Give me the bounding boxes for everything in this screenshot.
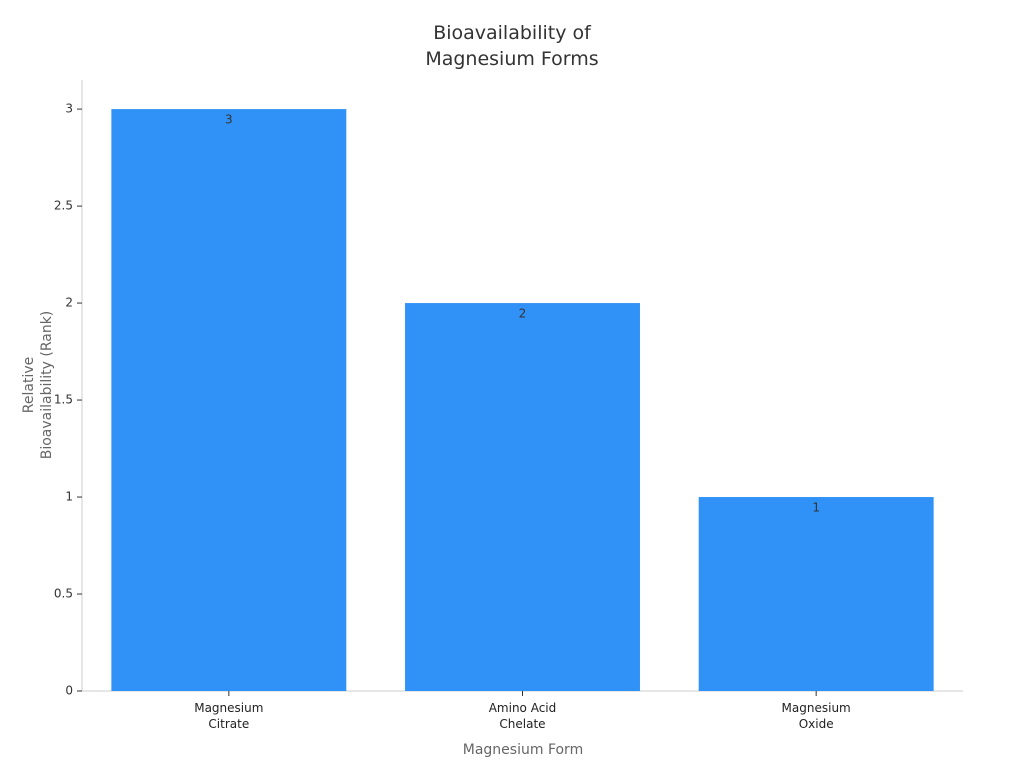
y-tick-label: 2.5: [54, 199, 73, 213]
y-tick-label: 1.5: [54, 393, 73, 407]
y-axis-label: Relative Bioavailability (Rank): [21, 310, 55, 460]
bar: [698, 497, 934, 691]
y-tick-label: 1: [65, 490, 73, 504]
x-tick-label: Amino Acid Chelate: [488, 701, 557, 731]
data-label: 3: [225, 113, 233, 127]
y-tick-label: 3: [65, 102, 73, 116]
y-tick-label: 0.5: [54, 587, 73, 601]
bar: [111, 109, 347, 692]
x-tick-label: Magnesium Citrate: [194, 701, 264, 731]
x-tick-label: Magnesium Oxide: [781, 701, 851, 731]
y-tick-label: 0: [65, 684, 73, 698]
x-axis-label: Magnesium Form: [462, 742, 584, 758]
chart-title: Bioavailability of Magnesium Forms: [425, 22, 599, 70]
data-label: 2: [519, 307, 527, 321]
data-label: 1: [812, 501, 820, 515]
y-tick-label: 2: [65, 296, 73, 310]
bar: [405, 303, 640, 691]
